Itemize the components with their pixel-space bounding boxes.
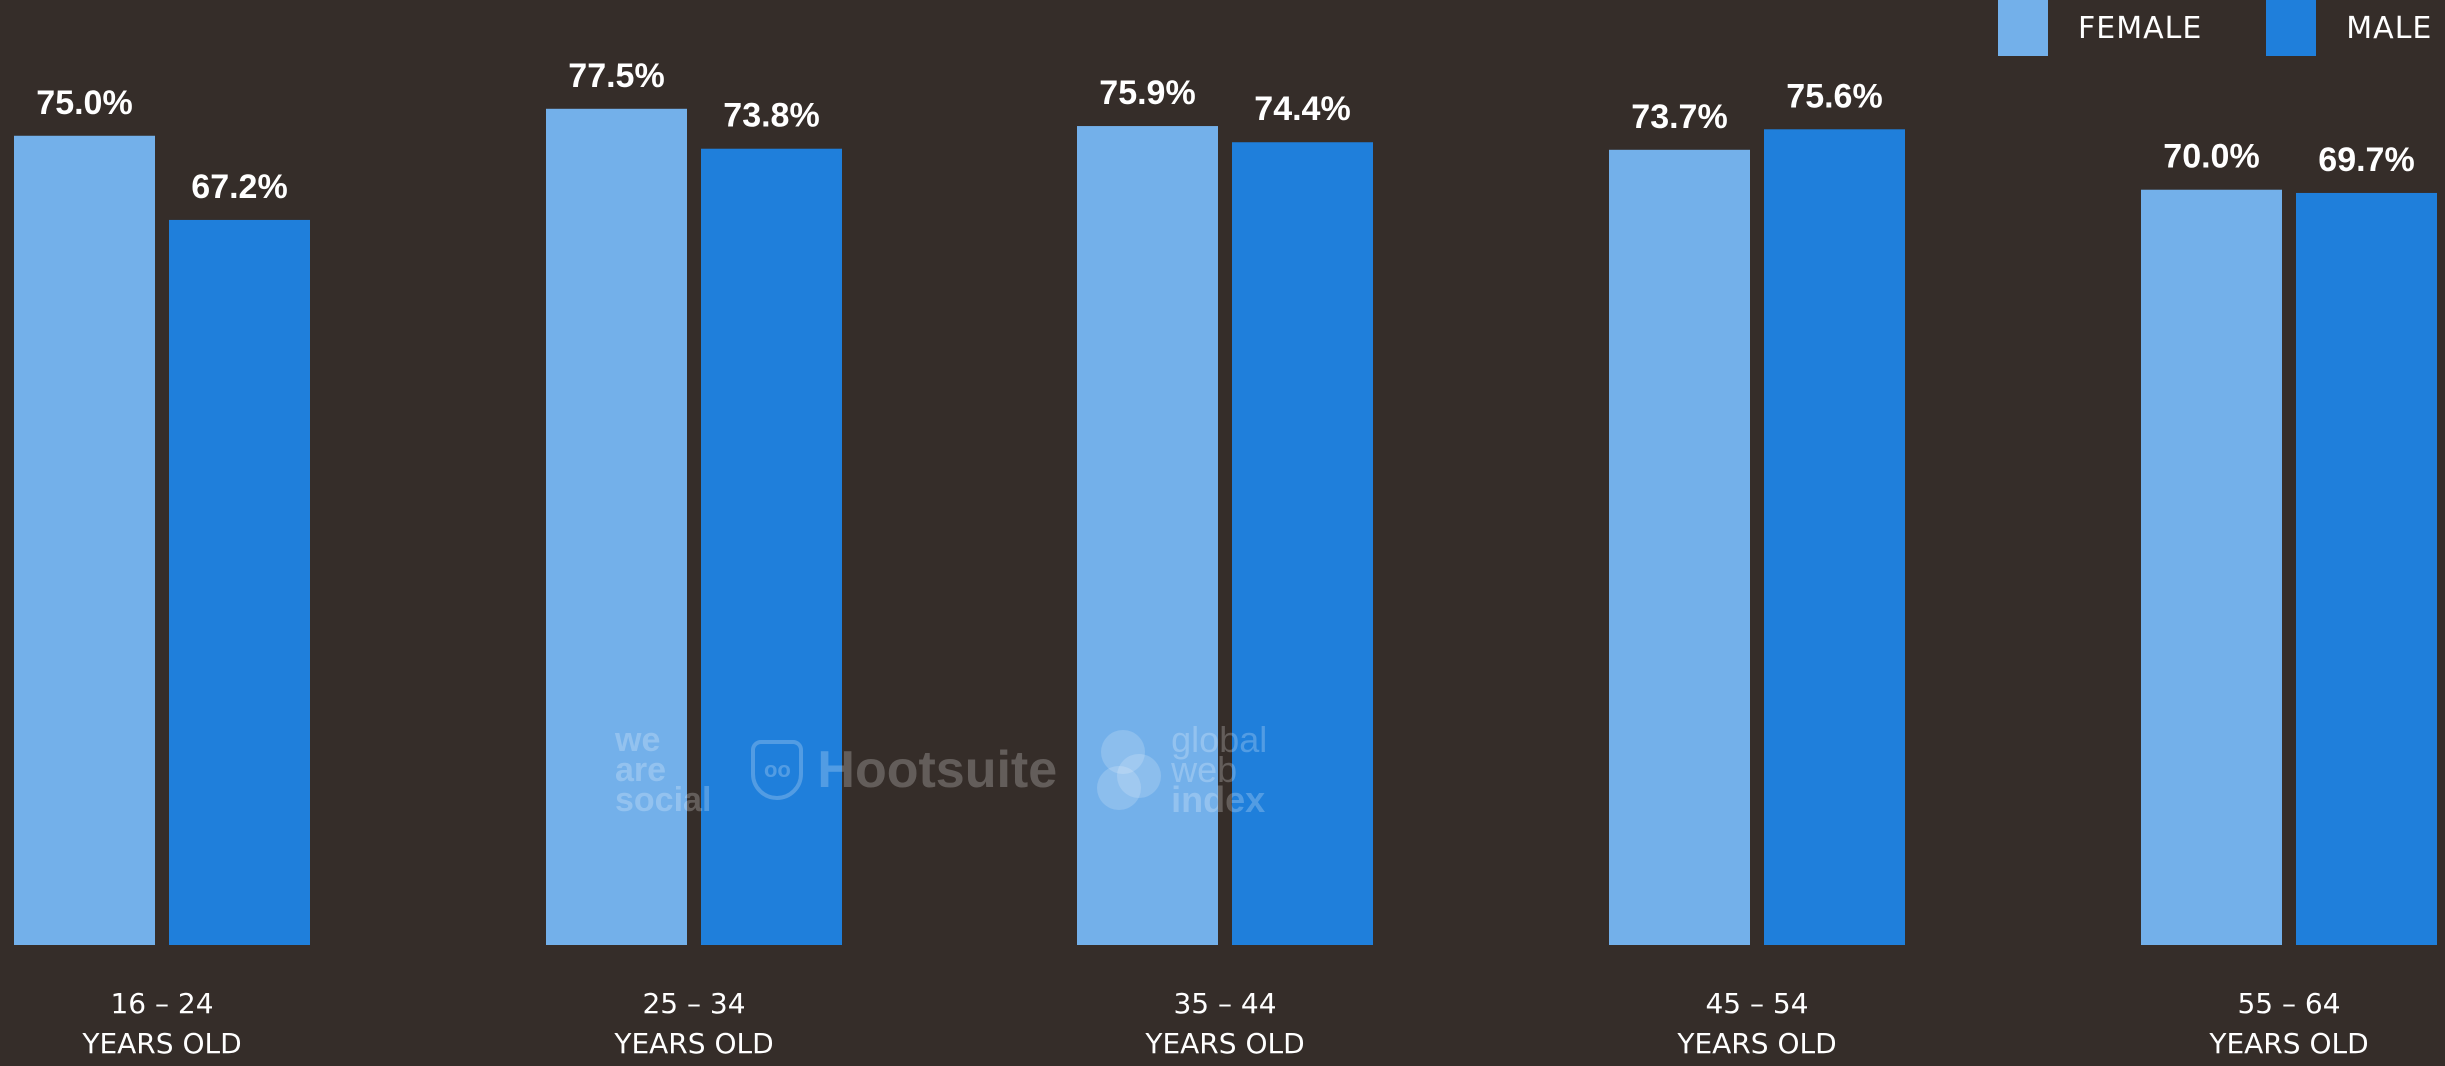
legend: FEMALE MALE — [1998, 0, 2432, 56]
bar-male-5 — [2296, 192, 2437, 945]
data-label-female-2: 77.5% — [568, 57, 664, 95]
bar-male-4 — [1764, 129, 1905, 945]
legend-item-female: FEMALE — [1998, 0, 2202, 56]
data-label-female-4: 73.7% — [1631, 98, 1727, 136]
data-label-male-2: 73.8% — [723, 97, 819, 135]
bar-female-5 — [2141, 189, 2282, 945]
legend-swatch-male — [2266, 0, 2317, 56]
data-label-male-1: 67.2% — [191, 168, 287, 206]
data-label-female-3: 75.9% — [1099, 74, 1195, 112]
bar-female-1 — [14, 135, 155, 945]
category-label-5-unit: YEARS OLD — [2208, 1027, 2368, 1060]
bar-female-4 — [1609, 149, 1750, 945]
data-label-male-4: 75.6% — [1786, 77, 1882, 115]
bar-male-1 — [169, 219, 310, 946]
bar-female-3 — [1077, 126, 1218, 945]
data-label-female-5: 70.0% — [2163, 138, 2259, 176]
legend-label-female: FEMALE — [2078, 10, 2203, 46]
bar-male-3 — [1232, 142, 1373, 945]
bar-male-2 — [701, 148, 842, 945]
category-label-5-range: 55 – 64 — [2237, 987, 2340, 1020]
bar-female-2 — [546, 108, 687, 946]
we-are-social-logo: we are social — [615, 721, 712, 819]
globalwebindex-logo: global web index — [1097, 722, 1267, 818]
category-label-3-unit: YEARS OLD — [1144, 1027, 1304, 1060]
legend-item-male: MALE — [2266, 0, 2432, 56]
category-label-2-unit: YEARS OLD — [613, 1027, 773, 1060]
category-label-3-range: 35 – 44 — [1173, 987, 1276, 1020]
owl-icon: oo — [751, 740, 804, 800]
gwi-dots-icon — [1097, 730, 1167, 810]
category-label-2-range: 25 – 34 — [642, 987, 745, 1020]
legend-label-male: MALE — [2346, 10, 2433, 46]
data-label-male-5: 69.7% — [2318, 141, 2414, 179]
category-label-1-range: 16 – 24 — [110, 987, 213, 1020]
category-label-4-unit: YEARS OLD — [1676, 1027, 1836, 1060]
data-label-male-3: 74.4% — [1254, 90, 1350, 128]
data-label-female-1: 75.0% — [36, 84, 132, 122]
category-label-1-unit: YEARS OLD — [81, 1027, 241, 1060]
category-label-4-range: 45 – 54 — [1705, 987, 1808, 1020]
legend-swatch-female — [1998, 0, 2048, 56]
hootsuite-logo: oo Hootsuite — [751, 740, 1057, 800]
watermark-logos: we are social oo Hootsuite global web in… — [615, 721, 1267, 819]
